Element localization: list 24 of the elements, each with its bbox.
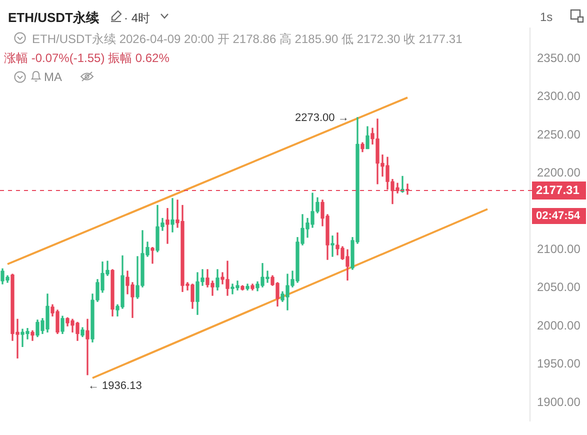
y-tick-label: 2300.00 bbox=[537, 89, 581, 104]
text: 1s bbox=[540, 10, 553, 24]
y-tick-label: 2200.00 bbox=[537, 166, 581, 180]
y-tick-label: 1950.00 bbox=[537, 356, 581, 371]
annotation: MA bbox=[44, 70, 62, 84]
y-tick-label: 2000.00 bbox=[537, 318, 581, 332]
chart-subtitle: · 4时 bbox=[124, 10, 150, 27]
candlestick bbox=[330, 236, 334, 257]
annotation: 2273.00 → bbox=[295, 112, 349, 124]
annotation: 涨幅 -0.07%(-1.55) 振幅 0.62% bbox=[4, 50, 170, 67]
chart-title: ETH/USDT永续 bbox=[8, 9, 99, 27]
y-tick-label: 2100.00 bbox=[537, 242, 581, 256]
candlestick bbox=[86, 318, 90, 376]
y-tick-label: 2250.00 bbox=[537, 127, 581, 142]
y-tick-label: 1900.00 bbox=[537, 394, 581, 409]
candlestick bbox=[166, 208, 170, 244]
ref-line-label: 2177.31 bbox=[536, 182, 580, 197]
annotation: ← 1936.13 bbox=[88, 380, 142, 392]
annotation: ETH/USDT永续 2026-04-09 20:00 开 2178.86 高 2185.90 低 2172.30 收 2177.31 bbox=[32, 31, 462, 48]
y-tick-label: 2050.00 bbox=[537, 280, 581, 294]
candlestick bbox=[170, 198, 174, 232]
candlestick bbox=[150, 246, 154, 264]
text: 02:47:54 bbox=[532, 208, 586, 224]
y-tick-label: 2350.00 bbox=[537, 50, 581, 65]
